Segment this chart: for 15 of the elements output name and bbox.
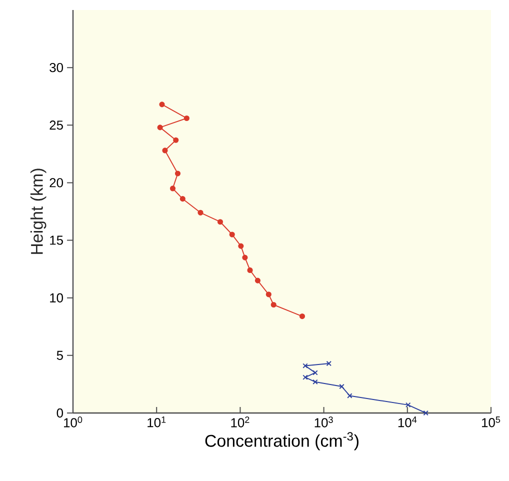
x-tick-label: 10$^{0}$: [64, 416, 82, 428]
x-tick-label: 10$^{3}$: [314, 416, 333, 428]
y-tick-label: 15: [50, 236, 63, 245]
y-tick-label: 25: [50, 120, 63, 130]
y-tick-label: 5: [56, 350, 63, 360]
y-tick-label: 20: [50, 178, 64, 188]
x-tick-label: 10$^{2}$: [231, 416, 250, 428]
x-tick-label: 10$^{4}$: [398, 416, 417, 428]
y-axis-title: Height (km): [30, 168, 46, 254]
y-tick-label: 10: [50, 293, 64, 302]
x-axis-title: Concentration (cm$^{-3}$): [205, 432, 358, 450]
x-tick-label: 10$^{5}$: [482, 416, 500, 428]
y-tick-label: 30: [50, 62, 64, 72]
x-tick-label: 10$^{1}$: [148, 416, 166, 428]
y-tick-label: 0: [56, 408, 64, 418]
